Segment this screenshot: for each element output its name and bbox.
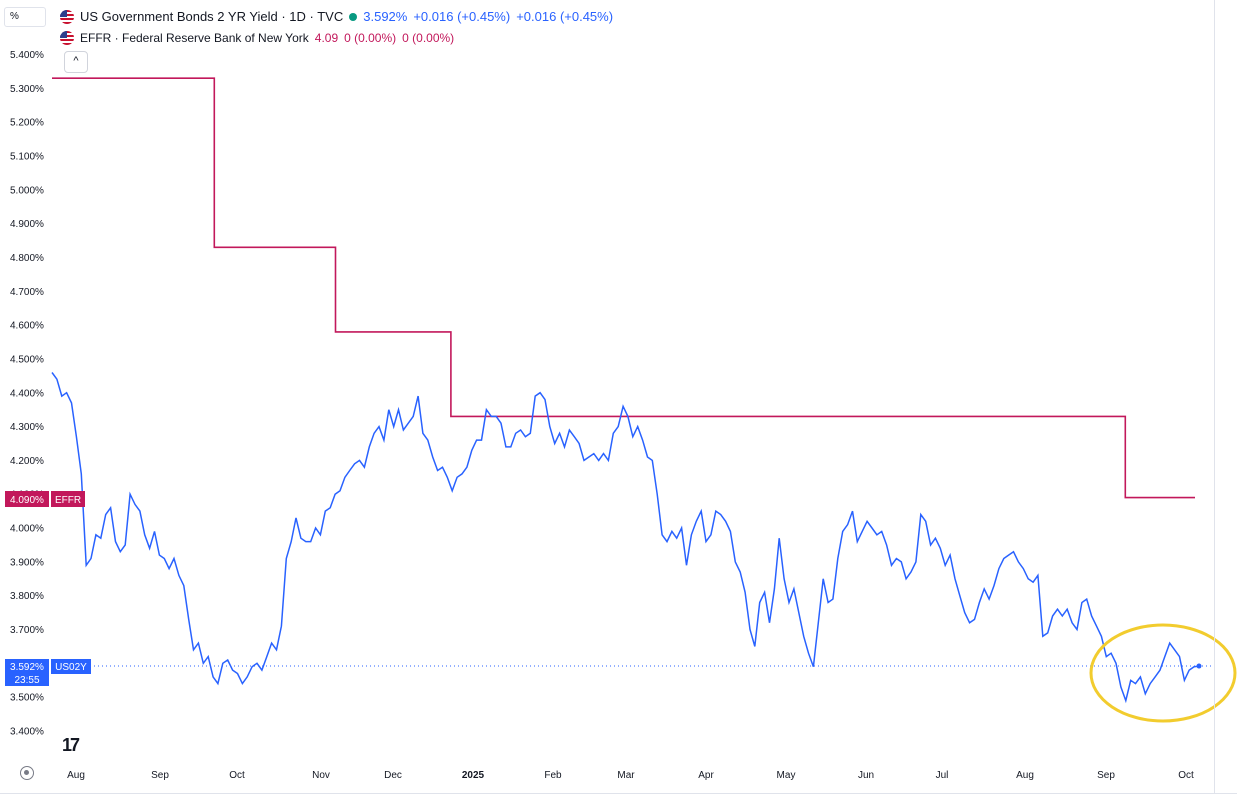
y-tick-label: 4.700% [10, 287, 44, 298]
effr-series-line [52, 77, 1195, 499]
y-tick-label: 4.200% [10, 456, 44, 467]
us02y-tag-label: US02Y [55, 662, 87, 673]
us-flag-icon [60, 9, 74, 24]
countdown-timer: 23:55 [14, 675, 39, 686]
us02y-tag-value: 3.592% [10, 662, 44, 673]
legend-us02y-change2: +0.016 (+0.45%) [516, 9, 614, 24]
legend-us02y-change: +0.016 (+0.45%) [413, 9, 511, 24]
x-tick-label: Sep [1097, 770, 1115, 781]
y-tick-label: 4.800% [10, 253, 44, 264]
us02y-last-point [1196, 663, 1202, 669]
percent-scale-toggle[interactable]: % [4, 7, 46, 27]
x-tick-label: Mar [617, 770, 635, 781]
effr-tag-value: 4.090% [10, 495, 44, 506]
y-tick-label: 4.600% [10, 321, 44, 332]
y-tick-label: 4.500% [10, 354, 44, 365]
x-tick-label: Oct [229, 770, 245, 781]
x-tick-label: May [777, 770, 796, 781]
us02y-series-line [51, 372, 1200, 704]
y-tick-label: 5.300% [10, 84, 44, 95]
legend-us02y-title: US Government Bonds 2 YR Yield · 1D · TV… [80, 9, 344, 24]
y-tick-label: 4.000% [10, 524, 44, 535]
x-tick-label: 2025 [462, 770, 485, 781]
x-tick-label: Jun [858, 770, 874, 781]
x-tick-label: Apr [698, 770, 714, 781]
y-tick-label: 3.800% [10, 591, 44, 602]
y-axis: 5.400% 5.300% 5.200% 5.100% 5.000% 4.900% 4.80… [10, 50, 44, 738]
y-tick-label: 3.700% [10, 625, 44, 636]
x-tick-label: Aug [1016, 770, 1034, 781]
x-tick-label: Aug [67, 770, 85, 781]
y-tick-label: 4.900% [10, 219, 44, 230]
tradingview-logo[interactable]: 17 [62, 735, 80, 755]
legend-effr-title: EFFR · Federal Reserve Bank of New York [80, 31, 309, 45]
legend-effr-change2: 0 (0.00%) [402, 31, 455, 45]
y-tick-label: 5.400% [10, 50, 44, 61]
legend-effr[interactable]: EFFR · Federal Reserve Bank of New York … [60, 31, 454, 45]
x-tick-label: Jul [936, 770, 949, 781]
us-flag-icon [60, 31, 74, 45]
x-tick-label: Sep [151, 770, 169, 781]
x-axis: Aug Sep Oct Nov Dec 2025 Feb Mar Apr May Jun Jul Aug… [67, 770, 1194, 781]
bottom-toolbar [0, 793, 1237, 803]
market-open-icon [349, 12, 358, 21]
y-tick-label: 3.900% [10, 557, 44, 568]
effr-tag-label: EFFR [55, 495, 81, 506]
legend-effr-value: 4.09 [314, 31, 339, 45]
y-tick-label: 5.000% [10, 185, 44, 196]
gear-icon[interactable] [20, 766, 34, 780]
price-scale-divider [1214, 0, 1215, 793]
y-tick-label: 3.400% [10, 727, 44, 738]
y-tick-label: 4.300% [10, 422, 44, 433]
collapse-legend-button[interactable]: ^ [64, 51, 88, 73]
highlight-ellipse [1089, 623, 1237, 723]
legend-us02y-value: 3.592% [363, 9, 408, 24]
y-tick-label: 4.400% [10, 388, 44, 399]
y-tick-label: 3.500% [10, 693, 44, 704]
x-tick-label: Dec [384, 770, 402, 781]
x-tick-label: Nov [312, 770, 330, 781]
legend-effr-change: 0 (0.00%) [344, 31, 397, 45]
us02y-price-tag: 3.592% 23:55 US02Y [5, 659, 91, 686]
y-tick-label: 5.100% [10, 151, 44, 162]
legend-us02y[interactable]: US Government Bonds 2 YR Yield · 1D · TV… [60, 9, 613, 24]
x-tick-label: Feb [544, 770, 562, 781]
effr-price-tag: 4.090% EFFR [5, 491, 85, 507]
y-tick-label: 5.200% [10, 118, 44, 129]
x-tick-label: Oct [1178, 770, 1194, 781]
